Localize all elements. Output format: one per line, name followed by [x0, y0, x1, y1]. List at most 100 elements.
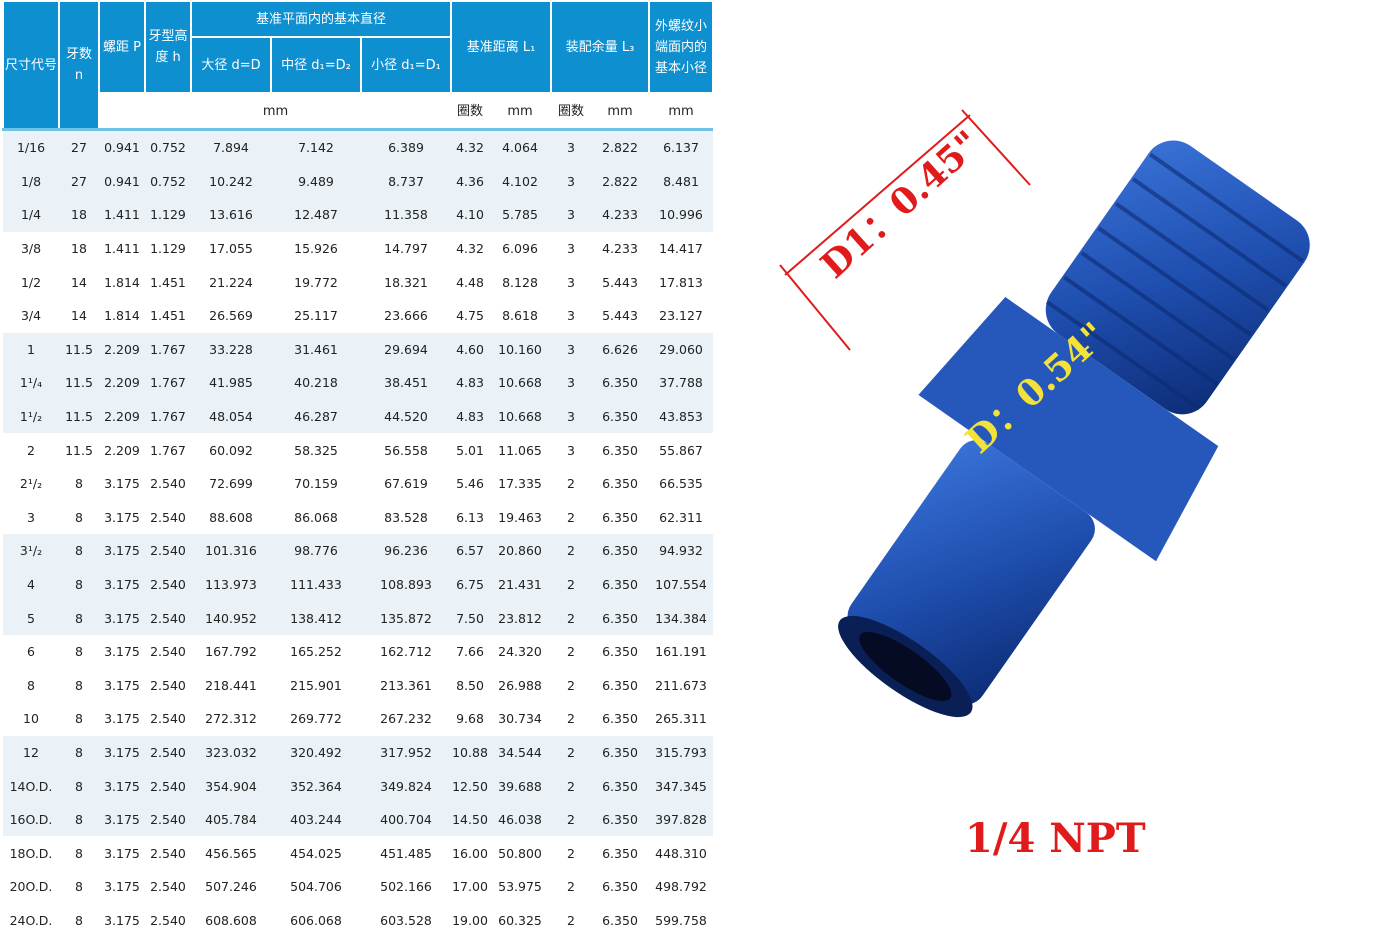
table-cell: 8.737: [361, 164, 452, 199]
table-cell: 113.973: [191, 567, 271, 602]
table-cell: 8: [75, 677, 83, 693]
table-cell: 6.350: [591, 534, 650, 568]
table-cell: 7.50: [451, 601, 490, 635]
table-cell: 315.793: [649, 735, 714, 770]
table-cell: 1.767: [150, 442, 186, 458]
table-cell: 608.608: [205, 912, 257, 928]
table-cell: 504.706: [290, 879, 342, 895]
table-row: 3/4 14 1.814 1.451 26.569 25.117 23.666 4.75 8.6…: [3, 299, 713, 333]
table-cell: 3: [551, 164, 592, 199]
table-cell: 507.246: [205, 879, 257, 895]
table-cell: 10.160: [489, 332, 552, 367]
table-cell: 2: [27, 442, 35, 458]
header-make-up: 装配余量 L₃: [550, 0, 651, 94]
table-cell: 23.127: [659, 308, 703, 324]
table-cell: 2: [567, 879, 575, 895]
table-cell: 4.064: [489, 127, 552, 165]
header-height: 牙型高度 h: [144, 0, 192, 94]
table-cell: 498.792: [655, 879, 707, 895]
unit-mm: mm: [489, 93, 552, 130]
table-cell: 6.350: [591, 399, 650, 434]
table-cell: 1/4: [3, 198, 59, 232]
table-cell: 24O.D.: [9, 912, 53, 928]
table-cell: 2.540: [145, 534, 191, 568]
table-row: 4 8 3.175 2.540 113.973 111.433 108.893 6.75 21.…: [3, 567, 714, 602]
table-cell: 2: [551, 802, 592, 837]
table-cell: 135.872: [361, 601, 452, 635]
table-cell: 8: [59, 735, 99, 770]
table-cell: 10.996: [649, 198, 714, 232]
table-cell: 6.350: [591, 601, 650, 635]
table-cell: 320.492: [271, 735, 361, 770]
table-row: 1¹/₄ 11.5 2.209 1.767 41.985 40.218 38.451 4.83…: [3, 366, 714, 400]
table-cell: 107.554: [649, 567, 714, 602]
table-cell: 94.932: [649, 534, 714, 568]
table-cell: 502.166: [380, 879, 432, 895]
table-cell: 17.00: [452, 879, 488, 895]
table-cell: 88.608: [209, 509, 253, 525]
table-cell: 25.117: [294, 308, 338, 324]
table-cell: 347.345: [649, 769, 714, 803]
table-cell: 1.129: [145, 198, 191, 232]
table-cell: 6.626: [591, 332, 650, 367]
table-cell: 3: [551, 127, 592, 165]
table-cell: 37.788: [649, 366, 714, 400]
header-major: 大径 d=D: [190, 36, 272, 94]
table-cell: 11.5: [59, 366, 99, 400]
table-cell: 2.540: [145, 802, 191, 837]
table-cell: 448.310: [655, 845, 707, 861]
table-cell: 403.244: [271, 802, 361, 837]
table-cell: 2.540: [145, 769, 191, 803]
table-cell: 3: [567, 442, 575, 458]
table-cell: 21.224: [209, 274, 253, 290]
table-cell: 4.10: [451, 198, 490, 232]
table-cell: 4.32: [451, 127, 490, 165]
table-cell: 267.232: [380, 711, 432, 727]
table-cell: 3: [551, 332, 592, 367]
table-cell: 2.540: [145, 735, 191, 770]
table-cell: 606.068: [290, 912, 342, 928]
table-cell: 4.60: [451, 332, 490, 367]
unit-mm: mm: [591, 93, 650, 130]
table-cell: 265.311: [655, 711, 707, 727]
table-cell: 3.175: [104, 677, 140, 693]
table-row: 10 8 3.175 2.540 272.312 269.772 267.232 9.68 30…: [3, 702, 713, 736]
table-cell: 162.712: [380, 644, 432, 660]
table-cell: 2.540: [145, 567, 191, 602]
table-cell: 34.544: [489, 735, 552, 770]
table-cell: 10.88: [451, 735, 490, 770]
table-cell: 4.32: [456, 241, 484, 257]
table-cell: 96.236: [361, 534, 452, 568]
table-cell: 8: [59, 601, 99, 635]
table-cell: 9.68: [456, 711, 484, 727]
table-cell: 11.065: [498, 442, 542, 458]
table-cell: 23.666: [384, 308, 428, 324]
table-cell: 3.175: [99, 802, 145, 837]
table-cell: 29.694: [361, 332, 452, 367]
table-cell: 44.520: [361, 399, 452, 434]
table-cell: 6.350: [602, 476, 638, 492]
table-cell: 6.350: [602, 912, 638, 928]
table-cell: 0.752: [145, 127, 191, 165]
header-threads: 牙数 n: [58, 0, 100, 131]
table-cell: 8: [75, 711, 83, 727]
table-cell: 2.540: [145, 601, 191, 635]
table-cell: 3.175: [104, 644, 140, 660]
table-cell: 1.767: [145, 399, 191, 434]
table-cell: 86.068: [294, 509, 338, 525]
table-cell: 14.797: [384, 241, 428, 257]
table-cell: 6.13: [456, 509, 484, 525]
table-cell: 6.350: [602, 845, 638, 861]
table-cell: 2: [567, 845, 575, 861]
table-cell: 1.451: [150, 308, 186, 324]
table-cell: 215.901: [290, 677, 342, 693]
table-cell: 101.316: [191, 534, 271, 568]
table-cell: 12.487: [271, 198, 361, 232]
table-row: 20O.D. 8 3.175 2.540 507.246 504.706 502.166 17…: [3, 870, 713, 904]
table-cell: 24.320: [498, 644, 542, 660]
table-cell: 354.904: [191, 769, 271, 803]
table-cell: 48.054: [191, 399, 271, 434]
table-cell: 397.828: [649, 802, 714, 837]
header-minor: 小径 d₁=D₁: [359, 36, 453, 94]
table-cell: 4.48: [456, 274, 484, 290]
